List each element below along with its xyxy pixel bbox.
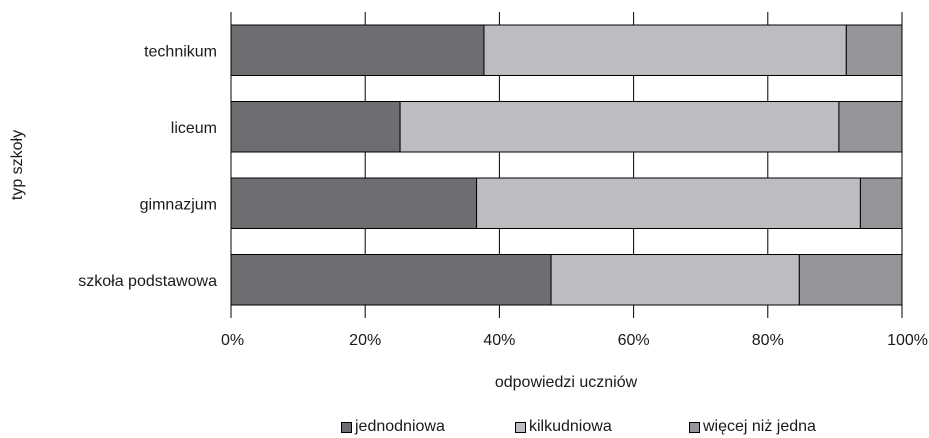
legend: jednodniowa kilkudniowa więcej niż jedna [0, 418, 929, 438]
category-label: liceum [171, 120, 217, 137]
legend-item-jednodniowa: jednodniowa [341, 418, 445, 436]
bar-segment-więcej-niż-jedna [845, 24, 903, 76]
x-tick-label: 100% [887, 332, 928, 349]
x-tick-label: 0% [221, 332, 244, 349]
x-tick-label: 40% [483, 332, 515, 349]
bars [230, 24, 903, 306]
bar-segment-kilkudniowa [483, 24, 847, 76]
legend-label: kilkudniowa [529, 418, 612, 435]
legend-label: jednodniowa [355, 418, 445, 435]
category-label: szkoła podstawowa [78, 273, 217, 290]
x-axis-label: odpowiedzi uczniów [495, 374, 638, 391]
bar-segment-jednodniowa [230, 101, 401, 153]
bar-segment-kilkudniowa [399, 101, 840, 153]
stacked-bar-chart: szkoła podstawowa gimnazjum liceum techniku… [9, 12, 928, 391]
category-label: gimnazjum [140, 196, 217, 213]
legend-item-wiecej-niz-jedna: więcej niż jedna [689, 418, 816, 436]
bar-segment-więcej-niż-jedna [838, 101, 903, 153]
x-tick-label: 20% [349, 332, 381, 349]
bar-segment-więcej-niż-jedna [798, 254, 903, 306]
legend-swatch [341, 421, 352, 433]
bar-segment-więcej-niż-jedna [859, 177, 903, 229]
y-axis-label: typ szkoły [9, 130, 26, 200]
bar-segment-kilkudniowa [476, 177, 861, 229]
x-tick-label: 60% [618, 332, 650, 349]
x-tick-labels: 0% 20% 40% 60% 80% 100% [221, 332, 928, 349]
bar-segment-kilkudniowa [550, 254, 800, 306]
legend-label: więcej niż jedna [703, 418, 816, 435]
category-labels: szkoła podstawowa gimnazjum liceum techniku… [78, 43, 217, 290]
legend-swatch [689, 421, 700, 433]
legend-item-kilkudniowa: kilkudniowa [515, 418, 612, 436]
bar-segment-jednodniowa [230, 254, 552, 306]
bar-segment-jednodniowa [230, 177, 478, 229]
bar-segment-jednodniowa [230, 24, 485, 76]
category-label: technikum [144, 43, 217, 60]
x-tick-label: 80% [752, 332, 784, 349]
legend-swatch [515, 421, 526, 433]
